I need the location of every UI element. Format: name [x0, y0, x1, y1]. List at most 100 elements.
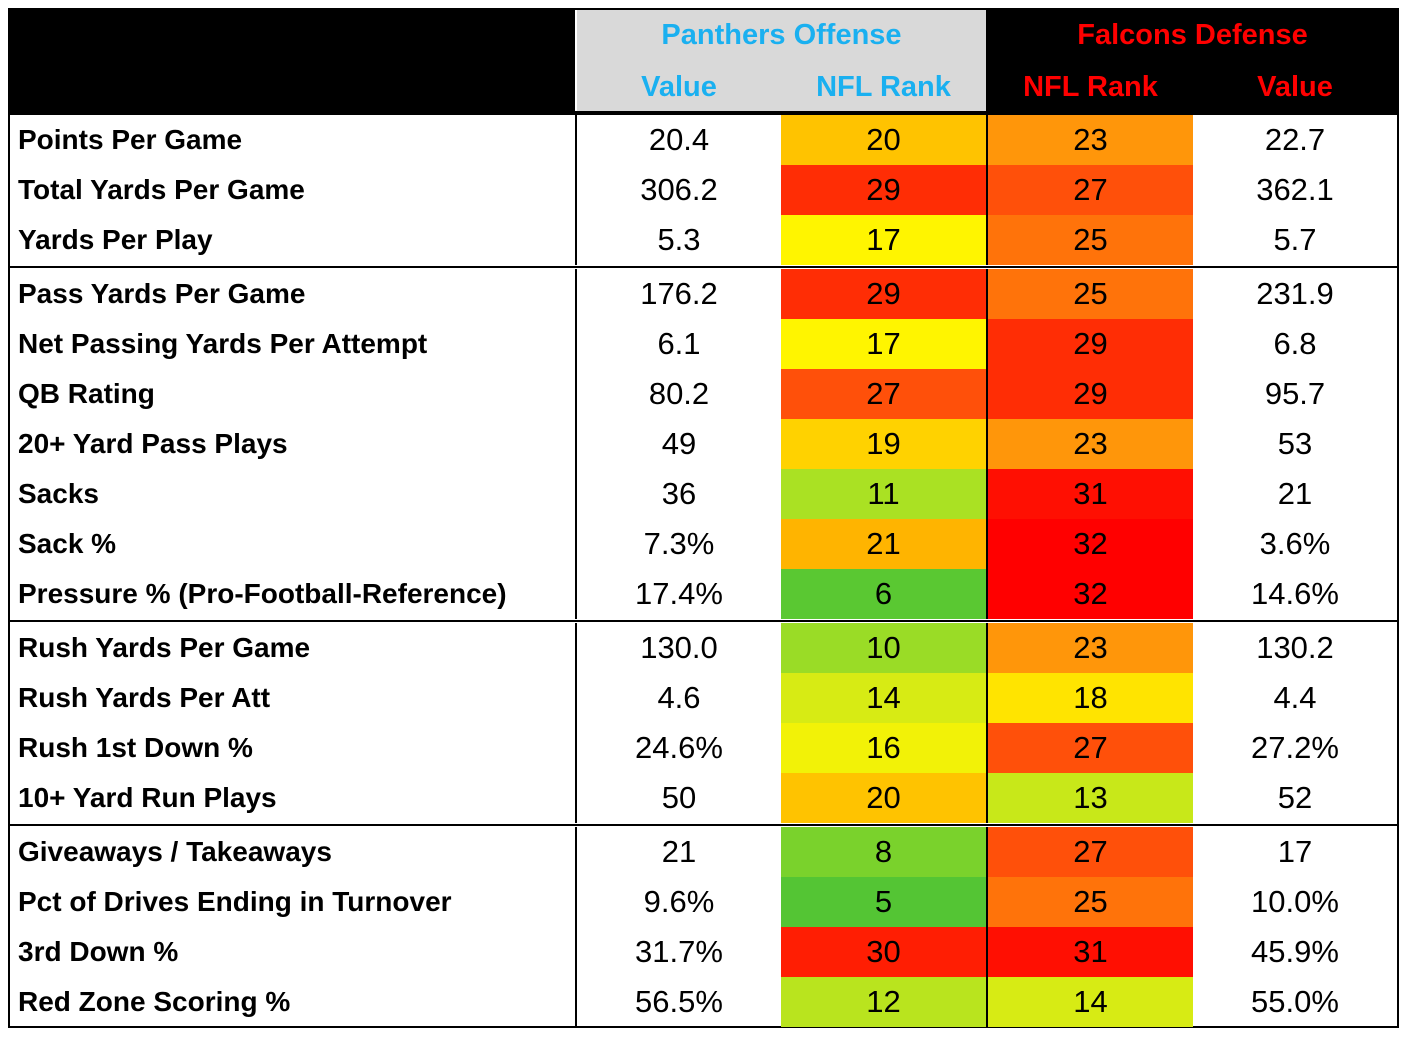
stat-label: Giveaways / Takeaways [18, 836, 332, 867]
section-divider [10, 824, 1397, 826]
offense-value: 24.6% [635, 730, 723, 765]
defense-rank: 31 [988, 469, 1193, 519]
defense-rank: 27 [988, 165, 1193, 215]
defense-value: 53 [1277, 426, 1313, 461]
stat-label: Pct of Drives Ending in Turnover [18, 886, 452, 917]
offense-value: 21 [661, 834, 697, 869]
offense-value: 5.3 [657, 222, 701, 257]
stat-label: Pressure % (Pro-Football-Reference) [18, 578, 507, 609]
offense-value: 80.2 [648, 376, 710, 411]
column-divider [986, 623, 988, 823]
defense-rank: 23 [988, 115, 1193, 165]
defense-value: 55.0% [1251, 984, 1339, 1019]
stat-label: Rush 1st Down % [18, 732, 253, 763]
defense-value: 6.8 [1273, 326, 1317, 361]
offense-rank: 30 [781, 927, 986, 977]
stat-label: 3rd Down % [18, 936, 179, 967]
offense-value: 176.2 [640, 276, 718, 311]
stat-label: Sack % [18, 528, 117, 559]
column-divider [575, 269, 577, 619]
stat-label: Sacks [18, 478, 99, 509]
stat-label: QB Rating [18, 378, 155, 409]
offense-rank: 29 [781, 165, 986, 215]
defense-value: 45.9% [1251, 934, 1339, 969]
defense-value: 4.4 [1273, 680, 1317, 715]
defense-value: 17 [1277, 834, 1313, 869]
defense-rank: 29 [988, 319, 1193, 369]
column-divider [575, 623, 577, 823]
offense-rank: 16 [781, 723, 986, 773]
column-divider [986, 827, 988, 1027]
defense-rank: 14 [988, 977, 1193, 1027]
defense-value: 5.7 [1273, 222, 1317, 257]
offense-rank: 6 [781, 569, 986, 619]
offense-rank: 8 [781, 827, 986, 877]
offense-value: 6.1 [657, 326, 701, 361]
defense-rank: 25 [988, 215, 1193, 265]
defense-value: 22.7 [1264, 122, 1326, 157]
defense-value: 3.6% [1259, 526, 1331, 561]
offense-header [577, 10, 986, 111]
defense-rank: 23 [988, 623, 1193, 673]
defense-value: 130.2 [1256, 630, 1334, 665]
defense-rank: 32 [988, 569, 1193, 619]
stat-label: Rush Yards Per Att [18, 682, 271, 713]
defense-value: 231.9 [1256, 276, 1334, 311]
stat-label: Points Per Game [18, 124, 243, 155]
defense-value-header: Value [1257, 71, 1333, 103]
offense-value: 49 [661, 426, 697, 461]
offense-rank: 17 [781, 215, 986, 265]
defense-rank: 13 [988, 773, 1193, 823]
defense-rank: 31 [988, 927, 1193, 977]
offense-title: Panthers Offense [661, 19, 902, 51]
offense-value: 9.6% [643, 884, 715, 919]
defense-value: 14.6% [1251, 576, 1339, 611]
defense-rank: 25 [988, 269, 1193, 319]
defense-title: Falcons Defense [1077, 19, 1308, 51]
stat-label: Red Zone Scoring % [18, 986, 291, 1017]
stat-label: Yards Per Play [18, 224, 213, 255]
offense-rank: 5 [781, 877, 986, 927]
offense-value: 56.5% [635, 984, 723, 1019]
column-divider [986, 269, 988, 619]
stat-label: 10+ Yard Run Plays [18, 782, 277, 813]
offense-value: 20.4 [648, 122, 710, 157]
column-divider [986, 115, 988, 265]
defense-rank: 23 [988, 419, 1193, 469]
offense-rank: 21 [781, 519, 986, 569]
offense-rank: 29 [781, 269, 986, 319]
header-divider [10, 111, 1397, 115]
offense-rank: 14 [781, 673, 986, 723]
offense-rank: 20 [781, 115, 986, 165]
section-divider [10, 620, 1397, 622]
offense-rank: 20 [781, 773, 986, 823]
defense-value: 362.1 [1256, 172, 1334, 207]
defense-rank: 27 [988, 827, 1193, 877]
section-divider [10, 266, 1397, 268]
column-divider [575, 115, 577, 265]
column-divider [575, 827, 577, 1027]
offense-value: 7.3% [643, 526, 715, 561]
offense-value: 4.6 [657, 680, 701, 715]
stat-label: Net Passing Yards Per Attempt [18, 328, 428, 359]
offense-value-header: Value [641, 71, 717, 103]
defense-value: 21 [1277, 476, 1313, 511]
offense-rank: 27 [781, 369, 986, 419]
defense-value: 27.2% [1251, 730, 1339, 765]
defense-rank: 25 [988, 877, 1193, 927]
offense-rank: 12 [781, 977, 986, 1027]
defense-rank: 32 [988, 519, 1193, 569]
defense-rank-header: NFL Rank [1023, 71, 1158, 103]
stat-label: Rush Yards Per Game [18, 632, 311, 663]
stat-label: Total Yards Per Game [18, 174, 305, 205]
defense-value: 95.7 [1264, 376, 1326, 411]
offense-rank: 19 [781, 419, 986, 469]
defense-rank: 18 [988, 673, 1193, 723]
offense-rank: 17 [781, 319, 986, 369]
offense-value: 17.4% [635, 576, 723, 611]
defense-rank: 29 [988, 369, 1193, 419]
matchup-table: Panthers Offense Value NFL Rank Falcons … [8, 8, 1399, 1028]
offense-rank: 11 [781, 469, 986, 519]
header-left-blank [10, 10, 575, 111]
offense-value: 50 [661, 780, 697, 815]
